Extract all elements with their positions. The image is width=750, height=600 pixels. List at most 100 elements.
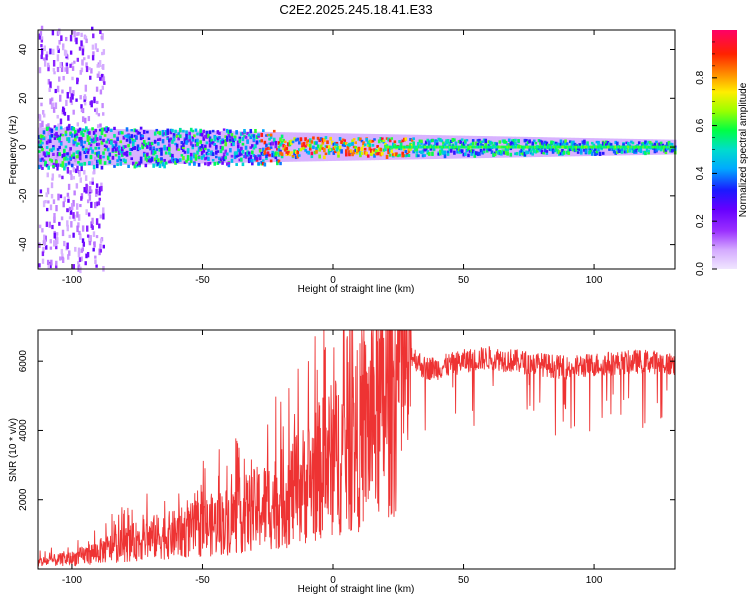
heatmap-cell — [51, 173, 55, 179]
heatmap-cell — [77, 150, 80, 155]
heatmap-cell — [410, 145, 412, 149]
heatmap-cell — [355, 133, 360, 161]
heatmap-cell — [141, 145, 144, 150]
heatmap-cell — [321, 147, 325, 150]
heatmap-cell — [445, 145, 447, 149]
heatmap-cell — [71, 66, 75, 71]
heatmap-cell — [241, 142, 245, 146]
heatmap-cell — [152, 149, 155, 154]
heatmap-cell — [102, 155, 105, 159]
heatmap-cell — [114, 141, 118, 144]
heatmap-cell — [45, 151, 49, 156]
heatmap-cell — [88, 131, 91, 135]
heatmap-cell — [313, 141, 317, 145]
heatmap-cell — [222, 128, 226, 131]
heatmap-cell — [47, 139, 50, 144]
heatmap-cell — [506, 143, 509, 146]
heatmap-cell — [636, 147, 639, 150]
heatmap-cell — [608, 147, 611, 151]
heatmap-cell — [155, 155, 159, 160]
heatmap-cell — [481, 150, 484, 155]
heatmap-cell — [644, 145, 647, 149]
heatmap-cell — [471, 145, 473, 149]
heatmap-cell — [44, 162, 47, 167]
heatmap-cell — [272, 137, 276, 142]
heatmap-cell — [659, 141, 663, 145]
heatmap-cell — [287, 150, 290, 156]
heatmap-cell — [38, 140, 41, 144]
heatmap-cell — [69, 156, 72, 161]
heatmap-cell — [459, 139, 462, 145]
heatmap-cell — [614, 151, 618, 155]
heatmap-cell — [227, 161, 231, 165]
heatmap-cell — [371, 139, 375, 143]
heatmap-cell — [110, 140, 113, 145]
heatmap-cell — [101, 51, 104, 56]
heatmap-cell — [77, 251, 81, 258]
heatmap-cell — [511, 145, 514, 149]
heatmap-cell — [493, 151, 497, 155]
heatmap-cell — [47, 165, 50, 170]
heatmap-cell — [98, 197, 101, 201]
heatmap-cell — [191, 146, 195, 150]
heatmap-cell — [637, 148, 641, 152]
heatmap-cell — [460, 138, 464, 141]
heatmap-cell — [664, 150, 668, 155]
heatmap-cell — [269, 146, 273, 149]
heatmap-cell — [204, 157, 207, 161]
heatmap-cell — [65, 62, 69, 67]
heatmap-cell — [124, 145, 127, 148]
heatmap-cell — [246, 150, 249, 155]
heatmap-cell — [366, 141, 370, 145]
heatmap-cell — [40, 44, 43, 48]
heatmap-cell — [561, 149, 564, 153]
heatmap-cell — [40, 38, 44, 43]
heatmap-cell — [91, 149, 94, 153]
heatmap-cell — [373, 148, 376, 152]
heatmap-cell — [583, 145, 586, 149]
heatmap-cell — [47, 123, 50, 128]
heatmap-cell — [70, 126, 74, 131]
colorbar-tick-label: 0.4 — [695, 166, 706, 180]
snr-x-tick-label: 100 — [586, 575, 603, 586]
heatmap-cell — [476, 142, 480, 147]
heatmap-cell — [70, 133, 74, 138]
heatmap-cell — [158, 163, 162, 168]
heatmap-cell — [157, 158, 160, 163]
heatmap-cell — [348, 142, 351, 147]
heatmap-cell — [49, 127, 54, 167]
heatmap-cell — [251, 162, 254, 166]
heatmap-cell — [308, 143, 312, 148]
heatmap-cell — [384, 146, 387, 152]
heatmap-cell — [647, 149, 650, 153]
heatmap-cell — [160, 147, 163, 152]
heatmap-cell — [67, 140, 71, 143]
heatmap-cell — [208, 143, 212, 148]
heatmap-cell — [213, 134, 217, 138]
heatmap-cell — [431, 139, 434, 143]
heatmap-cell — [124, 159, 127, 162]
heatmap-cell — [186, 154, 190, 160]
heatmap-cell — [219, 149, 223, 154]
heatmap-cell — [460, 149, 464, 154]
heatmap-cell — [392, 142, 395, 147]
heatmap-cell — [229, 135, 232, 139]
heatmap-cell — [526, 151, 530, 155]
heatmap-cell — [423, 145, 425, 149]
heatmap-cell — [86, 137, 90, 142]
heatmap-cell — [352, 149, 356, 155]
heatmap-cell — [592, 149, 596, 153]
heatmap-cell — [584, 145, 587, 149]
heatmap-cell — [564, 142, 567, 146]
heatmap-cell — [387, 137, 390, 142]
heatmap-cell — [666, 146, 669, 151]
heatmap-cell — [78, 136, 81, 142]
heatmap-cell — [552, 145, 554, 149]
heatmap-cell — [225, 152, 229, 156]
heatmap-cell — [72, 264, 76, 270]
heatmap-cell — [288, 153, 292, 157]
heatmap-cell — [89, 147, 93, 151]
heatmap-cell — [207, 162, 210, 167]
heatmap-cell — [244, 135, 248, 139]
heatmap-cell — [59, 256, 62, 261]
